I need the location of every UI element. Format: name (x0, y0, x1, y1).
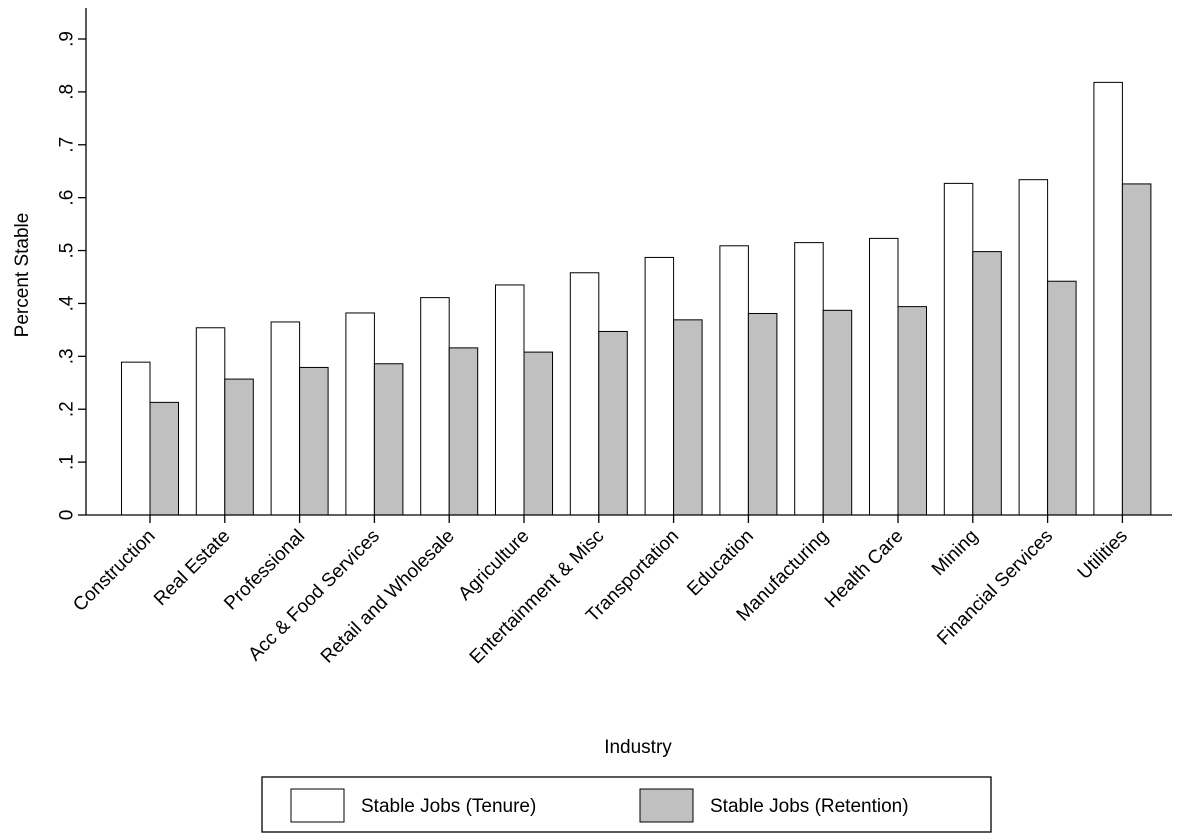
legend-swatch-retention (639, 788, 694, 823)
bar-retention-12 (1047, 280, 1077, 516)
bar-tenure-0 (121, 361, 151, 516)
bar-retention-3 (373, 363, 404, 516)
y-tick-label-8: .8 (57, 84, 78, 100)
y-tick-label-7: .7 (57, 137, 78, 153)
x-axis-title: Industry (604, 737, 672, 758)
bar-retention-11 (972, 251, 1002, 516)
bar-tenure-8 (719, 245, 749, 516)
x-tick-label-8: Education (683, 526, 758, 601)
bar-tenure-10 (869, 237, 899, 516)
y-tick-label-9: .9 (57, 31, 78, 47)
x-tick-label-10: Health Care (821, 526, 908, 613)
y-tick-label-3: .3 (57, 348, 78, 364)
x-tick-label-3: Acc & Food Services (244, 526, 384, 666)
y-tick-label-1: .1 (57, 454, 78, 470)
bar-retention-6 (598, 330, 628, 516)
y-tick-label-0: 0 (57, 510, 78, 521)
y-tick-label-2: .2 (57, 401, 78, 417)
bar-retention-4 (448, 347, 479, 516)
x-tick-label-13: Utilities (1074, 526, 1132, 584)
bar-retention-10 (897, 306, 927, 516)
bar-tenure-3 (345, 312, 375, 516)
bar-tenure-11 (943, 182, 974, 516)
y-tick-label-5: .5 (57, 243, 78, 259)
bar-tenure-1 (195, 327, 226, 516)
x-tick-label-0: Construction (69, 526, 159, 616)
y-tick-label-4: .4 (57, 295, 78, 311)
bar-tenure-12 (1018, 179, 1049, 516)
y-axis: 0 .1 .2 .3 .4 .5 .6 .7 .8 .9 (57, 8, 87, 521)
legend-label-retention: Stable Jobs (Retention) (710, 796, 909, 817)
legend-swatch-tenure (290, 788, 345, 823)
x-tick-label-4: Retail and Wholesale (317, 526, 459, 668)
x-tick-label-5: Agriculture (454, 526, 533, 605)
bars-group (121, 81, 1152, 516)
y-axis-title: Percent Stable (12, 213, 33, 338)
bar-retention-1 (224, 378, 254, 516)
legend: Stable Jobs (Tenure) Stable Jobs (Retenti… (261, 776, 992, 833)
bar-retention-2 (299, 366, 329, 516)
bar-tenure-2 (270, 321, 301, 516)
bar-tenure-9 (794, 242, 824, 516)
bar-retention-7 (673, 319, 703, 516)
x-tick-label-6: Entertainment & Misc (466, 526, 609, 669)
bar-tenure-6 (569, 272, 600, 516)
bar-tenure-5 (495, 284, 525, 516)
bar-retention-13 (1121, 183, 1152, 516)
legend-label-tenure: Stable Jobs (Tenure) (361, 796, 536, 817)
bar-retention-9 (822, 309, 853, 516)
x-tick-label-11: Mining (928, 526, 982, 580)
bar-tenure-13 (1093, 81, 1123, 516)
legend-frame (261, 776, 992, 833)
bar-tenure-4 (420, 297, 450, 516)
bar-tenure-7 (644, 256, 675, 516)
bar-retention-0 (149, 401, 179, 516)
bar-retention-8 (747, 312, 778, 516)
y-tick-label-6: .6 (57, 190, 78, 206)
bar-retention-5 (523, 351, 553, 516)
